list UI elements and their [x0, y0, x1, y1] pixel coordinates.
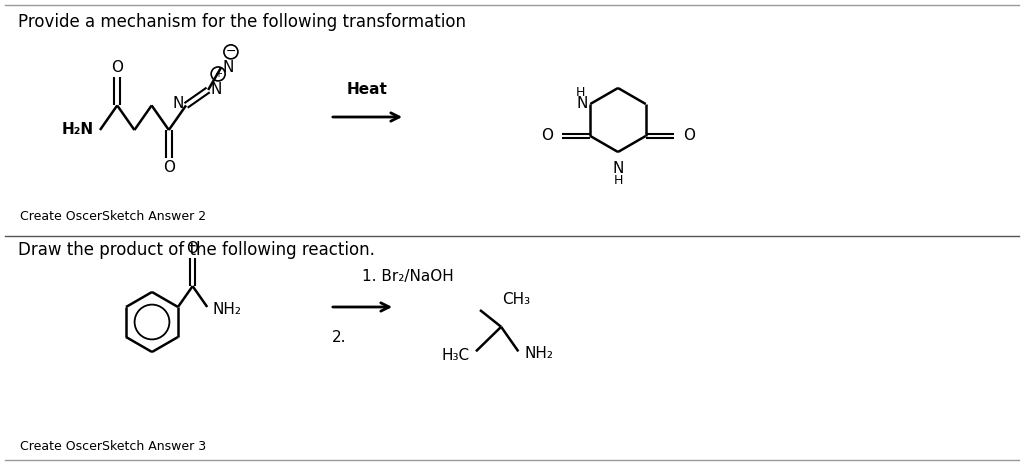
Text: O: O	[683, 128, 694, 143]
Text: H₂N: H₂N	[61, 123, 94, 137]
Text: Provide a mechanism for the following transformation: Provide a mechanism for the following tr…	[18, 13, 466, 31]
Text: H: H	[613, 174, 623, 187]
Text: NH₂: NH₂	[212, 302, 242, 317]
Text: Draw the product of the following reaction.: Draw the product of the following reacti…	[18, 241, 375, 259]
Text: 2.: 2.	[332, 329, 346, 345]
Text: CH₃: CH₃	[502, 293, 530, 307]
Text: NH₂: NH₂	[524, 346, 553, 361]
Text: O: O	[163, 160, 175, 176]
Text: +: +	[214, 69, 222, 79]
Text: N: N	[577, 96, 588, 111]
Text: O: O	[112, 60, 123, 75]
Text: H₃C: H₃C	[441, 348, 470, 363]
Text: 1. Br₂/NaOH: 1. Br₂/NaOH	[362, 270, 454, 285]
Text: O: O	[186, 241, 199, 256]
Text: N: N	[223, 60, 234, 76]
Text: Create OscerSketch Answer 2: Create OscerSketch Answer 2	[20, 211, 206, 224]
Text: Heat: Heat	[346, 83, 387, 98]
Text: N: N	[210, 83, 221, 97]
Text: Create OscerSketch Answer 3: Create OscerSketch Answer 3	[20, 440, 206, 454]
Text: H: H	[575, 86, 586, 99]
Text: N: N	[612, 161, 624, 176]
Text: N: N	[173, 96, 184, 111]
Text: O: O	[542, 128, 553, 143]
Text: −: −	[225, 45, 237, 59]
